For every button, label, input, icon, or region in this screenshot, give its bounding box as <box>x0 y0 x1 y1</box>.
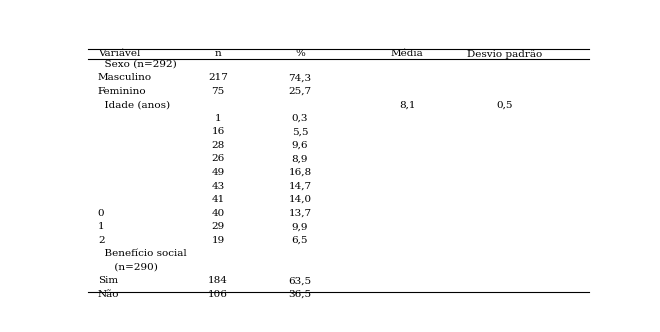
Text: 43: 43 <box>211 182 224 191</box>
Text: 8,1: 8,1 <box>399 100 416 109</box>
Text: 26: 26 <box>211 154 224 163</box>
Text: 16: 16 <box>211 127 224 136</box>
Text: 13,7: 13,7 <box>288 209 312 218</box>
Text: 217: 217 <box>208 73 228 82</box>
Text: 40: 40 <box>211 209 224 218</box>
Text: 0,3: 0,3 <box>292 114 308 123</box>
Text: 14,7: 14,7 <box>288 182 312 191</box>
Text: Masculino: Masculino <box>98 73 152 82</box>
Text: 5,5: 5,5 <box>292 127 308 136</box>
Text: Média: Média <box>391 49 424 58</box>
Text: Idade (anos): Idade (anos) <box>98 100 170 109</box>
Text: 36,5: 36,5 <box>288 290 312 299</box>
Text: 106: 106 <box>208 290 228 299</box>
Text: 1: 1 <box>98 222 104 231</box>
Text: Sim: Sim <box>98 277 118 286</box>
Text: n: n <box>214 49 221 58</box>
Text: 29: 29 <box>211 222 224 231</box>
Text: 41: 41 <box>211 195 224 204</box>
Text: 0,5: 0,5 <box>496 100 513 109</box>
Text: Sexo (n=292): Sexo (n=292) <box>98 60 177 69</box>
Text: Feminino: Feminino <box>98 87 147 96</box>
Text: 9,6: 9,6 <box>292 141 308 150</box>
Text: 19: 19 <box>211 236 224 245</box>
Text: 16,8: 16,8 <box>288 168 312 177</box>
Text: Desvio padrão: Desvio padrão <box>467 49 542 59</box>
Text: 74,3: 74,3 <box>288 73 312 82</box>
Text: (n=290): (n=290) <box>98 263 158 272</box>
Text: 25,7: 25,7 <box>288 87 312 96</box>
Text: 2: 2 <box>98 236 104 245</box>
Text: Não: Não <box>98 290 119 299</box>
Text: 6,5: 6,5 <box>292 236 308 245</box>
Text: %: % <box>295 49 305 58</box>
Text: 28: 28 <box>211 141 224 150</box>
Text: 75: 75 <box>211 87 224 96</box>
Text: Benefício social: Benefício social <box>98 249 187 258</box>
Text: Variável: Variável <box>98 49 140 58</box>
Text: 8,9: 8,9 <box>292 154 308 163</box>
Text: 1: 1 <box>214 114 221 123</box>
Text: 184: 184 <box>208 277 228 286</box>
Text: 49: 49 <box>211 168 224 177</box>
Text: 0: 0 <box>98 209 104 218</box>
Text: 63,5: 63,5 <box>288 277 312 286</box>
Text: 9,9: 9,9 <box>292 222 308 231</box>
Text: 14,0: 14,0 <box>288 195 312 204</box>
